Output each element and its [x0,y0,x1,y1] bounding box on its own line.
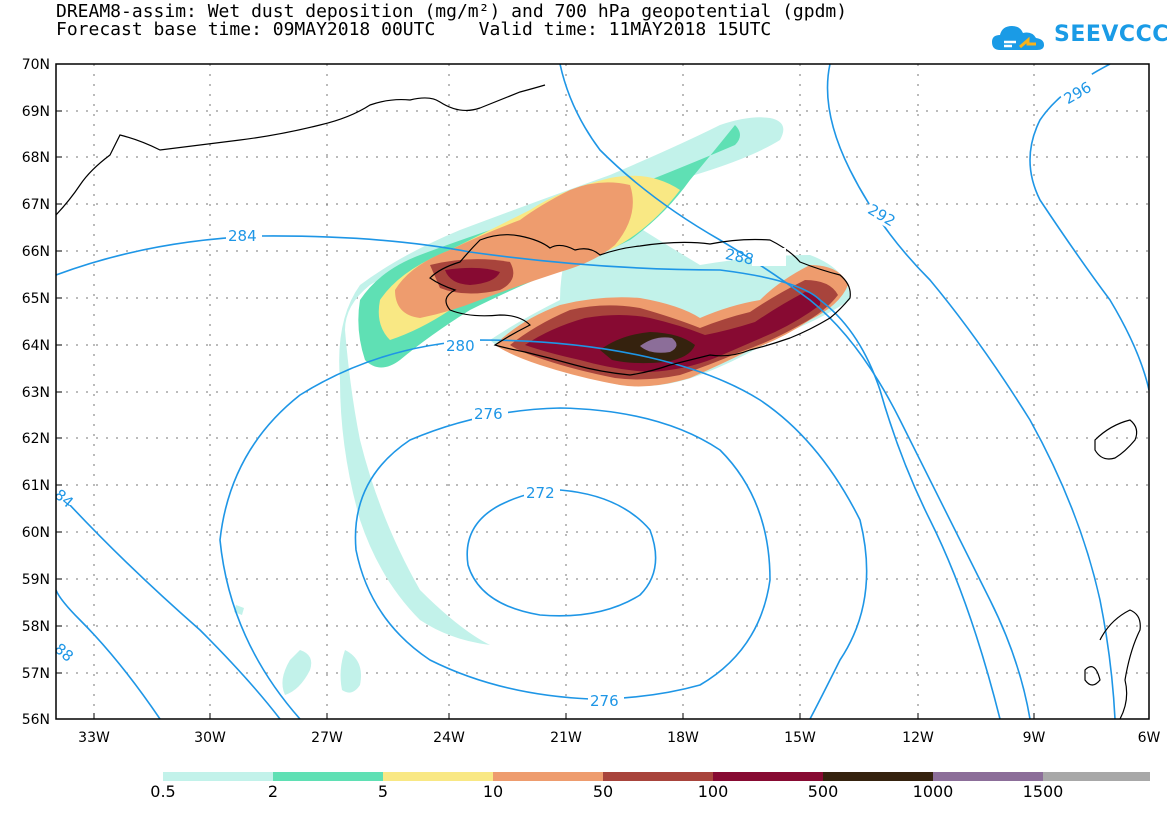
lon-label: 27W [311,730,343,746]
lat-label: 60N [22,525,50,541]
colorbar-swatch [713,772,823,781]
map-title-line2: Forecast base time: 09MAY2018 00UTC Vali… [56,19,772,40]
lat-label: 68N [22,150,50,166]
lon-label: 33W [78,730,110,746]
contour-label-276-inner: 276 [474,405,503,423]
colorbar [163,772,1150,781]
coastlines [56,84,1141,719]
colorbar-swatch [493,772,603,781]
lat-label: 67N [22,197,50,213]
colorbar-swatch [933,772,1043,781]
lon-label: 9W [1023,730,1046,746]
colorbar-swatch [273,772,383,781]
lon-label: 15W [784,730,816,746]
lat-label: 59N [22,572,50,588]
cloud-icon [990,20,1150,56]
contour-labels: 296 292 288 284 280 276 272 276 84 88 [56,71,1101,710]
colorbar-label: 5 [377,782,389,801]
grid [56,64,1149,719]
lat-label: 63N [22,385,50,401]
lat-label: 58N [22,619,50,635]
colorbar-swatch [163,772,273,781]
latitude-labels: 70N 69N 68N 67N 66N 65N 64N 63N 62N 61N … [22,57,50,728]
colorbar-label: 100 [697,782,729,801]
lat-label: 65N [22,291,50,307]
colorbar-swatch [1043,772,1150,781]
geopotential-contours [56,64,1149,719]
colorbar-swatch [823,772,933,781]
lon-label: 12W [902,730,934,746]
lat-label: 64N [22,338,50,354]
lat-label: 62N [22,431,50,447]
lon-label: 24W [433,730,465,746]
tick-marks [56,110,1035,719]
lon-label: 6W [1138,730,1161,746]
longitude-labels: 33W 30W 27W 24W 21W 18W 15W 12W 9W 6W [78,730,1160,746]
colorbar-label: 1000 [912,782,954,801]
colorbar-label: 2 [267,782,279,801]
contour-label-288: 288 [724,245,756,269]
colorbar-label: 10 [482,782,504,801]
contour-label-284: 284 [228,227,257,245]
lat-label: 57N [22,666,50,682]
contour-label-280: 280 [446,337,475,355]
dust-deposition-field [234,117,850,695]
logo-text: SEEVCCC [1054,22,1169,47]
map-frame [55,63,1150,720]
lat-label: 70N [22,57,50,73]
colorbar-swatch [383,772,493,781]
colorbar-swatch [603,772,713,781]
colorbar-label: 50 [592,782,614,801]
contour-label-272: 272 [526,484,555,502]
lat-label: 69N [22,104,50,120]
colorbar-label: 0.5 [150,782,176,801]
lon-label: 30W [194,730,226,746]
lat-label: 56N [22,712,50,728]
lat-label: 66N [22,244,50,260]
map-title-line1: DREAM8-assim: Wet dust deposition (mg/m²… [56,1,848,22]
contour-label-276-outer: 276 [590,692,619,710]
lat-label: 61N [22,478,50,494]
lon-label: 21W [550,730,582,746]
colorbar-label: 500 [807,782,839,801]
lon-label: 18W [667,730,699,746]
colorbar-label: 1500 [1022,782,1064,801]
